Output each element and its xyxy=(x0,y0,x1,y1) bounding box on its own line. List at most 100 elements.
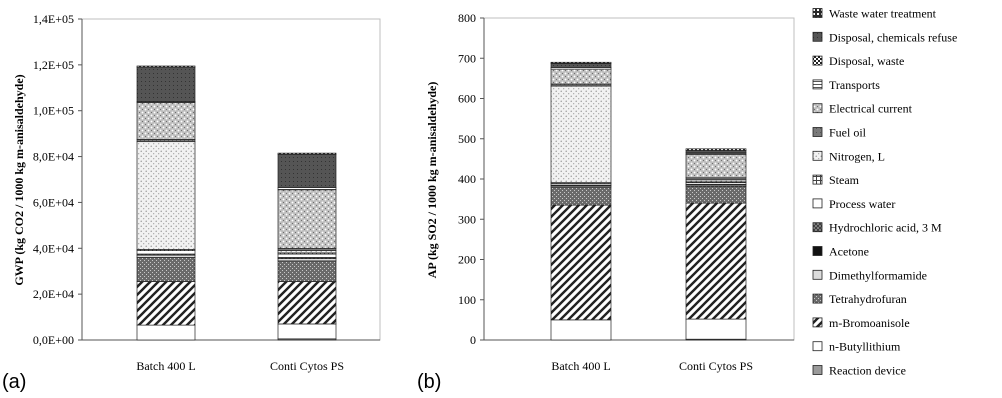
bar-segment-waste_water xyxy=(136,65,196,68)
x-category-label: Batch 400 L xyxy=(551,359,610,373)
legend-item: Hydrochloric acid, 3 M xyxy=(812,221,942,235)
bar-segment-disposal_chem xyxy=(685,150,747,154)
bar-segment-disposal_chem xyxy=(277,153,337,188)
bar-segment-thf xyxy=(277,260,337,282)
y-axis-label: GWP (kg CO2 / 1000 kg m-anisaldehyde) xyxy=(12,74,26,285)
legend-swatch xyxy=(812,31,823,42)
bar-segment-bromoanisole xyxy=(277,281,337,325)
legend-swatch xyxy=(812,293,823,304)
y-tick-label: 2,0E+04 xyxy=(33,287,74,301)
legend-swatch xyxy=(812,79,823,90)
y-axis-label: AP (kg SO2 / 1000 kg m-anisaldehyde) xyxy=(425,82,439,279)
panel-label-b: (b) xyxy=(417,371,441,393)
legend-swatch xyxy=(812,55,823,66)
y-tick-label: 6,0E+04 xyxy=(33,195,74,209)
legend-swatch xyxy=(812,341,823,352)
bar-segment-butyllithium xyxy=(136,324,196,341)
legend-label: Dimethylformamide xyxy=(829,268,927,282)
bar-segment-bromoanisole xyxy=(550,204,612,321)
legend-swatch xyxy=(812,365,823,375)
legend-item: Process water xyxy=(812,197,895,211)
legend-item: Fuel oil xyxy=(812,126,867,140)
bar-segment-disposal_chem xyxy=(136,66,196,102)
legend-item: Nitrogen, L xyxy=(812,149,885,163)
y-tick-label: 8,0E+04 xyxy=(33,150,74,164)
bar-stack xyxy=(550,61,612,341)
legend-swatch xyxy=(812,174,823,185)
y-tick-label: 4,0E+04 xyxy=(33,241,74,255)
x-category-label: Conti Cytos PS xyxy=(270,359,344,373)
legend-label: Transports xyxy=(829,78,880,92)
legend-item: Tetrahydrofuran xyxy=(812,292,907,306)
legend-item: Transports xyxy=(812,78,880,92)
legend-label: Disposal, chemicals refuse xyxy=(829,30,957,44)
bar-segment-electrical xyxy=(550,68,612,85)
legend-swatch xyxy=(812,246,823,256)
bar-segment-thf xyxy=(685,185,747,204)
legend-item: Electrical current xyxy=(812,102,913,116)
legend-swatch xyxy=(812,317,823,328)
y-tick-label: 0 xyxy=(470,333,476,347)
legend-label: Acetone xyxy=(829,245,869,259)
bar-stack xyxy=(136,65,196,341)
legend-label: Fuel oil xyxy=(829,126,867,140)
legend-item: Disposal, chemicals refuse xyxy=(812,30,957,44)
legend-item: m-Bromoanisole xyxy=(812,316,910,330)
legend-swatch xyxy=(812,269,823,280)
bar-segment-disposal_chem xyxy=(550,63,612,68)
legend-item: Reaction device xyxy=(812,364,906,378)
legend-label: Reaction device xyxy=(829,364,906,378)
legend-swatch xyxy=(812,222,823,233)
x-category-label: Conti Cytos PS xyxy=(679,359,753,373)
bar-segment-nitrogen xyxy=(136,141,196,250)
legend-swatch xyxy=(812,127,823,137)
legend-item: Steam xyxy=(812,173,860,187)
plot-frame xyxy=(483,17,795,341)
legend: Waste water treatment Disposal, chemicals… xyxy=(812,7,957,378)
legend-label: Hydrochloric acid, 3 M xyxy=(829,221,942,235)
y-tick-label: 400 xyxy=(458,172,476,186)
legend-label: n-Butyllithium xyxy=(829,340,901,354)
bar-segment-process_water xyxy=(136,250,196,255)
legend-swatch xyxy=(812,198,823,209)
legend-swatch xyxy=(812,103,823,114)
bar-segment-electrical xyxy=(685,154,747,179)
legend-item: n-Butyllithium xyxy=(812,340,901,354)
y-tick-label: 1,2E+05 xyxy=(33,58,74,72)
x-category-label: Batch 400 L xyxy=(136,359,195,373)
y-tick-label: 100 xyxy=(458,293,476,307)
y-tick-label: 1,0E+05 xyxy=(33,104,74,118)
bar-segment-process_water xyxy=(277,253,337,258)
bar-segment-thf xyxy=(136,257,196,282)
bar-segment-electrical xyxy=(136,102,196,140)
bar-stack xyxy=(685,148,747,341)
bar-segment-waste_water xyxy=(685,148,747,151)
y-tick-label: 300 xyxy=(458,212,476,226)
ap-chart: 0 100 200 300 400 500 600 700 800 Batch 400 L Con… xyxy=(417,11,795,393)
y-tick-label: 200 xyxy=(458,253,476,267)
panel-label-a: (a) xyxy=(2,371,26,393)
bar-segment-waste_water xyxy=(277,152,337,155)
bar-segment-bromoanisole xyxy=(136,281,196,326)
legend-label: m-Bromoanisole xyxy=(829,316,910,330)
y-tick-label: 1,4E+05 xyxy=(33,12,74,26)
legend-label: Process water xyxy=(829,197,895,211)
legend-item: Disposal, waste xyxy=(812,54,904,68)
y-tick-label: 600 xyxy=(458,92,476,106)
legend-label: Waste water treatment xyxy=(829,7,937,21)
bar-segment-bromoanisole xyxy=(685,202,747,320)
legend-label: Disposal, waste xyxy=(829,54,904,68)
legend-label: Nitrogen, L xyxy=(829,149,885,163)
bar-segment-butyllithium xyxy=(550,319,612,341)
bar-segment-butyllithium xyxy=(685,318,747,340)
legend-swatch xyxy=(812,8,823,18)
y-tick-label: 0,0E+00 xyxy=(33,333,74,347)
bar-segment-waste_water xyxy=(550,61,612,64)
gwp-chart: 0,0E+00 2,0E+04 4,0E+04 6,0E+04 8,0E+04 1,0E+… xyxy=(2,12,381,393)
bar-segment-nitrogen xyxy=(550,85,612,183)
legend-swatch xyxy=(812,150,823,161)
legend-item: Dimethylformamide xyxy=(812,268,927,282)
legend-item: Acetone xyxy=(812,245,869,259)
bar-segment-electrical xyxy=(277,189,337,249)
